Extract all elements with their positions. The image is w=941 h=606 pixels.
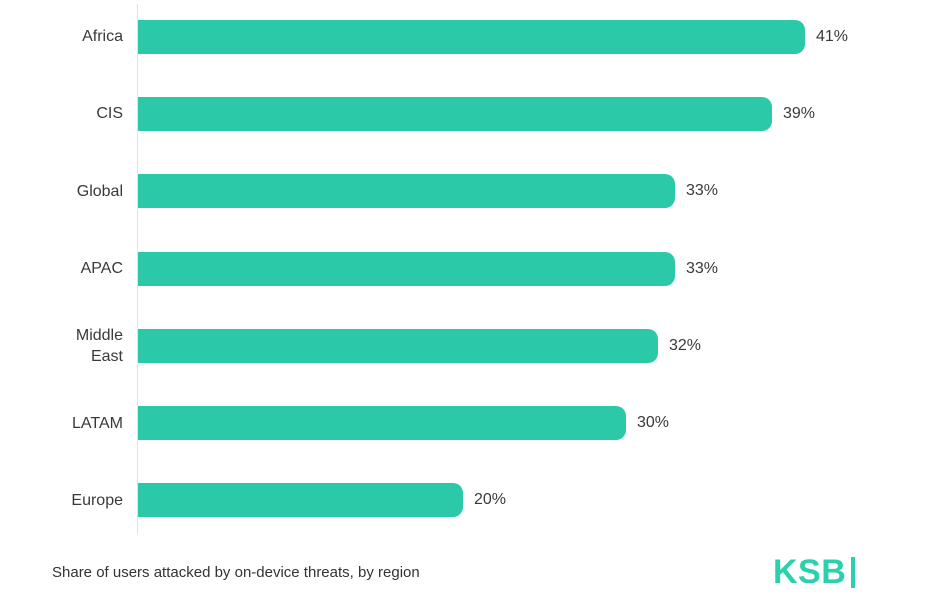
bar-row: Africa 41% [0, 0, 900, 75]
bar-track: 33% [137, 251, 900, 286]
bar [138, 251, 675, 286]
bar-rows: Africa 41% CIS 39% Global 33% APAC 33% M… [0, 0, 900, 539]
bar-row: Europe 20% [0, 462, 900, 539]
bar [138, 328, 658, 363]
ksb-logo: KSB [773, 552, 856, 591]
bar [138, 96, 772, 131]
bar-row: CIS 39% [0, 75, 900, 152]
category-label: APAC [80, 259, 123, 277]
category-label: Europe [71, 491, 123, 509]
category-label: Africa [82, 28, 123, 46]
bar-track: 41% [137, 19, 900, 54]
value-label: 20% [474, 491, 507, 509]
value-label: 39% [783, 104, 816, 122]
value-label: 30% [637, 414, 670, 432]
category-label: Global [76, 182, 123, 200]
bar [138, 19, 805, 54]
value-label: 32% [669, 336, 702, 354]
bar-row: LATAM 30% [0, 384, 900, 461]
ksb-logo-text: KSB [773, 552, 847, 591]
y-axis-line [137, 4, 138, 534]
bar-row: Middle East 32% [0, 307, 900, 384]
bar-track: 39% [137, 96, 900, 131]
bar-track: 33% [137, 174, 900, 209]
bar-track: 30% [137, 406, 900, 441]
bar-track: 20% [137, 483, 900, 518]
value-label: 33% [686, 259, 719, 277]
category-label: Middle East [75, 326, 123, 365]
category-label: CIS [96, 105, 123, 123]
bar [138, 483, 463, 518]
chart-caption: Share of users attacked by on-device thr… [52, 564, 420, 581]
category-label: LATAM [72, 414, 123, 432]
bar [138, 174, 675, 209]
bar [138, 406, 626, 441]
bar-row: Global 33% [0, 153, 900, 230]
value-label: 33% [686, 182, 719, 200]
bar-row: APAC 33% [0, 230, 900, 307]
bar-track: 32% [137, 328, 900, 363]
value-label: 41% [816, 27, 849, 45]
logo-cursor-bar [851, 556, 856, 588]
